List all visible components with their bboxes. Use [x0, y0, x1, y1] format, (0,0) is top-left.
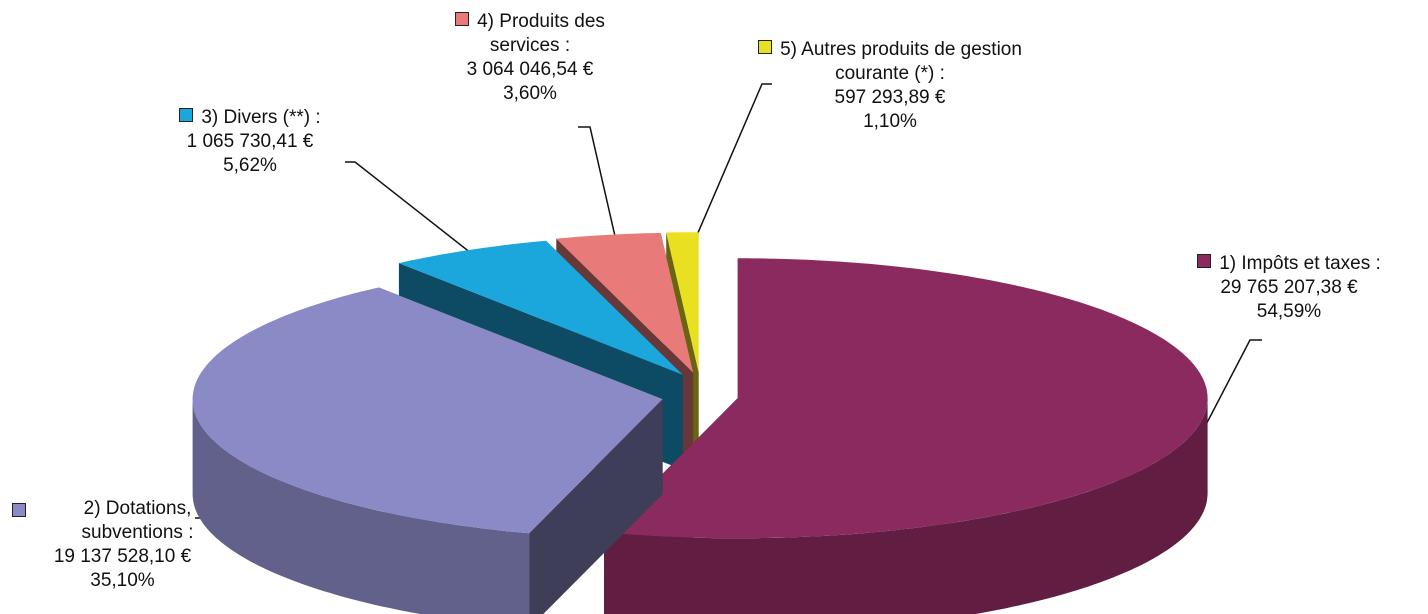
- amount-label: 29 765 207,38 €: [1220, 277, 1358, 298]
- leader-line: [687, 83, 772, 257]
- slice-wall: [192, 399, 530, 614]
- value-label: 3,60%: [503, 83, 557, 104]
- legend-swatch: [758, 40, 773, 54]
- slice: [666, 232, 699, 373]
- category-label: 1) Impôts et taxes :: [1219, 253, 1381, 274]
- value-label: 54,59%: [1256, 301, 1322, 322]
- value-label: 5,62%: [223, 155, 277, 176]
- legend-swatch: [12, 503, 26, 517]
- legend-swatch: [179, 108, 194, 122]
- value-label: 35,10%: [90, 570, 155, 591]
- category-label: 5) Autres produits de gestion courante (…: [780, 39, 1022, 84]
- category-label: 4) Produits des services :: [477, 11, 605, 56]
- category-label: 2) Dotations, subventions :: [81, 498, 194, 543]
- slice: [604, 258, 1208, 539]
- slice: [192, 287, 663, 534]
- label-head: 2) Dotations, subventions :: [0, 497, 245, 545]
- label-head: 5) Autres produits de gestion courante (…: [740, 38, 1040, 86]
- leader-line: [345, 161, 491, 269]
- slice-wall: [604, 398, 1208, 614]
- data-label: 3) Divers (**) : 1 065 730,41 € 5,62%: [130, 106, 370, 178]
- data-label: 4) Produits des services : 3 064 046,54 €…: [415, 10, 645, 106]
- label-head: 4) Produits des services :: [415, 10, 645, 58]
- value-label: 1,10%: [863, 111, 917, 132]
- data-label: 2) Dotations, subventions : 19 137 528,10…: [0, 497, 245, 593]
- amount-label: 19 137 528,10 €: [53, 546, 192, 567]
- slice: [556, 232, 694, 373]
- data-label: 1) Impôts et taxes : 29 765 207,38 € 54,59…: [1150, 252, 1428, 324]
- data-label: 5) Autres produits de gestion courante (…: [740, 38, 1040, 134]
- category-label: 3) Divers (**) :: [201, 107, 321, 128]
- leader-line: [578, 126, 621, 259]
- legend-swatch: [1197, 254, 1212, 268]
- slice: [398, 240, 683, 375]
- amount-label: 1 065 730,41 €: [186, 131, 314, 152]
- label-head: 3) Divers (**) :: [130, 106, 370, 130]
- amount-label: 597 293,89 €: [834, 87, 946, 108]
- amount-label: 3 064 046,54 €: [466, 59, 594, 80]
- label-head: 1) Impôts et taxes :: [1150, 252, 1428, 276]
- legend-swatch: [455, 12, 470, 26]
